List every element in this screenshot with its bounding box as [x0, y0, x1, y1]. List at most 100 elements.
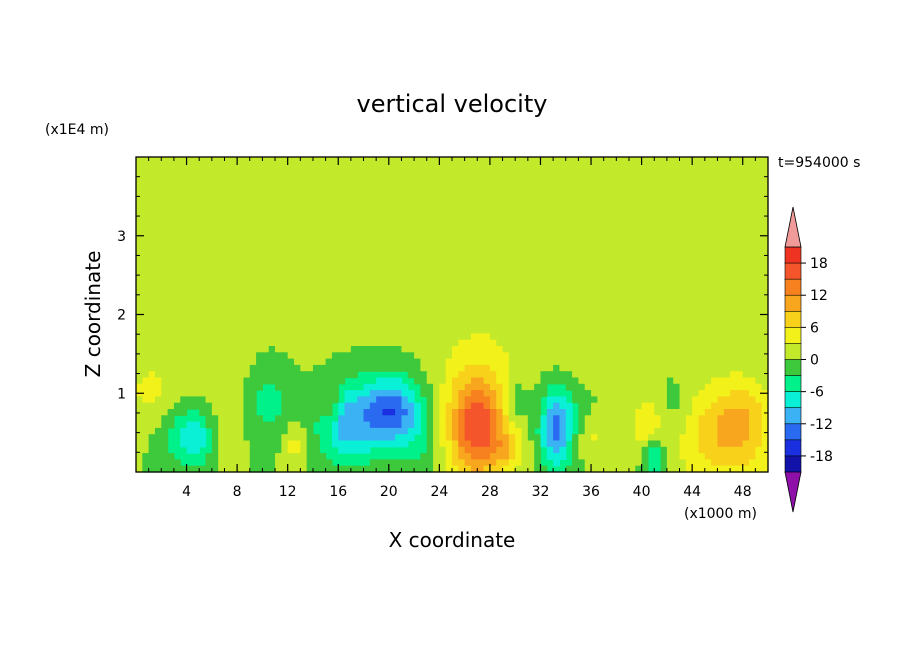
field-cell — [452, 333, 459, 341]
field-cell — [420, 232, 428, 240]
field-cell — [287, 182, 295, 190]
field-cell — [369, 396, 377, 404]
field-cell — [477, 327, 485, 334]
field-cell — [647, 201, 655, 208]
field-cell — [281, 453, 289, 460]
field-cell — [723, 358, 731, 366]
field-cell — [755, 427, 763, 435]
field-cell — [407, 201, 415, 208]
field-cell — [414, 188, 421, 196]
field-cell — [458, 327, 466, 334]
field-cell — [704, 270, 712, 278]
field-cell — [584, 301, 592, 309]
field-cell — [591, 157, 598, 164]
field-cell — [154, 358, 162, 366]
field-cell — [515, 264, 523, 271]
field-cell — [224, 245, 232, 253]
field-cell — [262, 327, 270, 334]
field-cell — [363, 402, 371, 410]
field-cell — [350, 358, 358, 366]
field-cell — [173, 301, 181, 309]
field-cell — [306, 194, 314, 202]
field-cell — [312, 245, 320, 253]
field-cell — [395, 232, 403, 240]
field-cell — [704, 427, 712, 435]
field-cell — [205, 163, 213, 171]
field-cell — [755, 383, 763, 391]
field-cell — [154, 175, 162, 183]
field-cell — [458, 295, 466, 303]
field-cell — [692, 213, 700, 221]
field-cell — [173, 371, 181, 379]
field-cell — [262, 188, 270, 196]
field-cell — [660, 220, 668, 227]
field-cell — [704, 320, 712, 328]
field-cell — [287, 213, 295, 221]
field-cell — [616, 427, 624, 435]
field-cell — [445, 383, 453, 391]
field-cell — [249, 270, 257, 278]
field-cell — [717, 283, 725, 290]
field-cell — [685, 270, 693, 278]
field-cell — [673, 182, 681, 190]
field-cell — [565, 346, 573, 353]
field-cell — [211, 415, 219, 423]
field-cell — [161, 226, 169, 234]
field-cell — [521, 163, 529, 171]
field-cell — [749, 339, 756, 347]
field-cell — [584, 245, 592, 253]
field-cell — [306, 188, 314, 196]
field-cell — [540, 257, 548, 265]
field-cell — [616, 390, 624, 397]
field-cell — [325, 383, 333, 391]
field-cell — [338, 409, 346, 416]
field-cell — [572, 226, 579, 234]
field-cell — [256, 251, 263, 259]
field-cell — [186, 245, 194, 253]
field-cell — [350, 352, 358, 360]
field-cell — [692, 163, 700, 171]
field-cell — [647, 371, 655, 379]
field-cell — [211, 308, 219, 316]
field-cell — [464, 163, 472, 171]
x-tick-label: 20 — [380, 484, 398, 500]
field-cell — [331, 182, 339, 190]
field-cell — [439, 194, 447, 202]
field-cell — [742, 352, 750, 360]
field-cell — [357, 434, 365, 442]
field-cell — [249, 289, 257, 297]
field-cell — [357, 339, 365, 347]
field-cell — [591, 427, 598, 435]
field-cell — [666, 276, 674, 284]
field-cell — [483, 238, 491, 246]
field-cell — [369, 383, 377, 391]
field-cell — [679, 320, 687, 328]
field-cell — [167, 238, 175, 246]
field-cell — [521, 402, 529, 410]
field-cell — [628, 238, 636, 246]
field-cell — [256, 283, 263, 290]
field-cell — [420, 377, 428, 385]
field-cell — [565, 257, 573, 265]
field-cell — [660, 245, 668, 253]
field-cell — [464, 238, 472, 246]
field-cell — [312, 301, 320, 309]
field-cell — [154, 371, 162, 379]
field-cell — [395, 377, 403, 385]
field-cell — [237, 358, 245, 366]
field-cell — [742, 453, 750, 460]
field-cell — [401, 270, 409, 278]
field-cell — [167, 207, 175, 215]
field-cell — [142, 163, 150, 171]
field-cell — [723, 264, 731, 271]
field-cell — [540, 213, 548, 221]
chart-title: vertical velocity — [357, 90, 548, 118]
field-cell — [717, 352, 725, 360]
field-cell — [256, 295, 263, 303]
field-cell — [237, 226, 245, 234]
field-cell — [136, 465, 143, 473]
field-cell — [717, 238, 725, 246]
field-cell — [666, 390, 674, 397]
field-cell — [565, 409, 573, 416]
field-cell — [717, 327, 725, 334]
